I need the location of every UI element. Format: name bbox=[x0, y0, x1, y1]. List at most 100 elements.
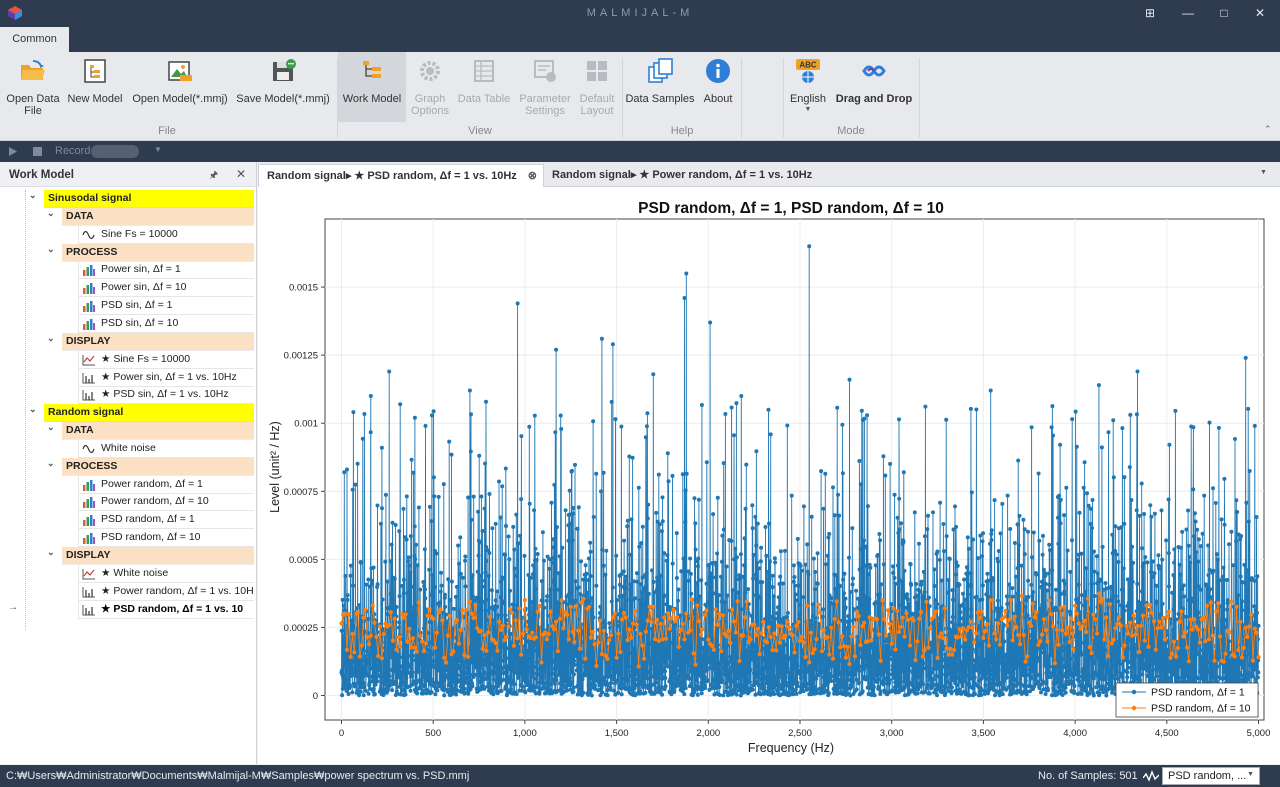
work-model-button[interactable]: Work Model bbox=[338, 52, 406, 122]
tree-category-node[interactable]: ⌄ DISPLAY bbox=[47, 333, 254, 351]
parameter-settings-button[interactable]: Parameter Settings bbox=[516, 52, 574, 122]
tree-leaf-item[interactable]: ★ Sine Fs = 10000 bbox=[78, 351, 254, 369]
doc-tab-psd[interactable]: Random signal▸ ★ PSD random, Δf = 1 vs. … bbox=[258, 164, 544, 187]
data-point-psd-df1 bbox=[532, 413, 537, 418]
collapse-chevron-icon[interactable]: ⌄ bbox=[47, 422, 55, 432]
collapse-chevron-icon[interactable]: ⌄ bbox=[47, 547, 55, 557]
data-point-psd-df1 bbox=[978, 533, 983, 538]
data-point-psd-df1 bbox=[753, 692, 758, 697]
data-point-psd-df1 bbox=[1120, 675, 1125, 680]
language-button[interactable]: ABC English ▼ bbox=[786, 52, 830, 122]
data-point-psd-df1 bbox=[950, 588, 955, 593]
tree-root-node[interactable]: ⌄ Sinusodal signal bbox=[29, 190, 254, 208]
data-point-psd-df1 bbox=[919, 579, 924, 584]
data-point-psd-df1 bbox=[445, 619, 450, 624]
work-model-label: Work Model bbox=[342, 93, 402, 105]
minimize-button[interactable]: — bbox=[1182, 6, 1194, 20]
data-point-psd-df1 bbox=[1099, 604, 1103, 609]
tree-leaf-item[interactable]: Power sin, Δf = 1 bbox=[78, 261, 254, 279]
open-model-button[interactable]: Open Model(*.mmj) bbox=[128, 52, 232, 122]
data-point-psd-df1 bbox=[764, 659, 769, 664]
play-icon[interactable] bbox=[8, 146, 18, 157]
data-point-psd-df1 bbox=[1094, 645, 1098, 650]
data-point-psd-df1 bbox=[617, 582, 622, 587]
chevron-down-icon[interactable]: ▼ bbox=[154, 145, 162, 154]
data-point-psd-df1 bbox=[742, 670, 747, 675]
tree-category-node[interactable]: ⌄ DISPLAY bbox=[47, 547, 254, 565]
data-point-psd-df1 bbox=[484, 559, 489, 563]
doc-tab-power[interactable]: Random signal▸ ★ Power random, Δf = 1 vs… bbox=[544, 164, 844, 187]
tree-leaf-item[interactable]: ★ White noise bbox=[78, 565, 254, 583]
data-point-psd-df1 bbox=[846, 677, 851, 682]
data-point-psd-df1 bbox=[683, 520, 688, 525]
tree-category-node[interactable]: ⌄ DATA bbox=[47, 208, 254, 226]
about-button[interactable]: About bbox=[698, 52, 738, 122]
record-toggle[interactable] bbox=[91, 145, 139, 158]
data-point-psd-df1 bbox=[366, 577, 371, 582]
tree-leaf-item[interactable]: PSD sin, Δf = 1 bbox=[78, 297, 254, 315]
data-point-psd-df1 bbox=[470, 573, 475, 578]
collapse-chevron-icon[interactable]: ⌄ bbox=[47, 208, 55, 218]
data-point-psd-df1 bbox=[992, 667, 997, 672]
data-point-psd-df1 bbox=[1057, 668, 1062, 673]
collapse-chevron-icon[interactable]: ⌄ bbox=[47, 244, 55, 254]
data-table-button[interactable]: Data Table bbox=[454, 52, 514, 122]
data-point-psd-df1 bbox=[1164, 538, 1169, 543]
collapse-chevron-icon[interactable]: ⌄ bbox=[29, 404, 37, 414]
data-point-psd-df1 bbox=[773, 655, 778, 660]
tree-leaf-item[interactable]: Power random, Δf = 10 bbox=[78, 493, 254, 511]
collapse-chevron-icon[interactable]: ⌄ bbox=[47, 458, 55, 468]
tree-leaf-item[interactable]: White noise bbox=[78, 440, 254, 458]
tree-category-node[interactable]: ⌄ PROCESS bbox=[47, 458, 254, 476]
restore-layout-icon[interactable]: ⊞ bbox=[1144, 6, 1156, 20]
tree-leaf-item[interactable]: ★ Power sin, Δf = 1 vs. 10Hz bbox=[78, 369, 254, 387]
tree-category-node[interactable]: ⌄ PROCESS bbox=[47, 244, 254, 262]
collapse-chevron-icon[interactable]: ⌄ bbox=[47, 333, 55, 343]
data-point-psd-df1 bbox=[781, 616, 786, 620]
close-button[interactable]: ✕ bbox=[1254, 6, 1266, 20]
data-point-psd-df1 bbox=[1132, 664, 1137, 669]
tab-list-chevron-icon[interactable]: ▼ bbox=[1260, 169, 1267, 176]
stop-icon[interactable] bbox=[33, 147, 42, 156]
psd-chart[interactable]: PSD random, Δf = 1, PSD random, Δf = 10 … bbox=[258, 187, 1280, 764]
tab-common[interactable]: Common bbox=[0, 27, 69, 52]
default-layout-button[interactable]: Default Layout bbox=[574, 52, 620, 122]
data-point-psd-df1 bbox=[1168, 617, 1173, 622]
data-point-psd-df1 bbox=[861, 667, 866, 672]
data-point-psd-df1 bbox=[392, 664, 397, 669]
new-model-button[interactable]: New Model bbox=[64, 52, 126, 122]
tree-root-node[interactable]: ⌄ Random signal bbox=[29, 404, 254, 422]
tree-leaf-item[interactable]: PSD random, Δf = 1 bbox=[78, 511, 254, 529]
close-tab-icon[interactable]: ⊗ bbox=[527, 170, 537, 182]
graph-options-button[interactable]: Graph Options bbox=[406, 52, 454, 122]
data-point-psd-df1 bbox=[482, 659, 487, 664]
tree-leaf-item[interactable]: PSD random, Δf = 10 bbox=[78, 529, 254, 547]
pin-icon[interactable]: 🖈 bbox=[209, 170, 219, 181]
maximize-button[interactable]: □ bbox=[1220, 6, 1228, 20]
data-point-psd-df1 bbox=[763, 525, 768, 529]
tree-leaf-item[interactable]: Power random, Δf = 1 bbox=[78, 476, 254, 494]
data-point-psd-df1 bbox=[1115, 670, 1120, 675]
collapse-ribbon-icon[interactable]: ⌃ bbox=[1264, 124, 1272, 134]
data-point-psd-df1 bbox=[759, 545, 764, 550]
data-point-psd-df1 bbox=[1041, 646, 1046, 651]
data-point-psd-df1 bbox=[1077, 674, 1082, 679]
tree-leaf-item[interactable]: ★ PSD random, Δf = 1 vs. 10 bbox=[78, 601, 254, 619]
tree-leaf-item[interactable]: PSD sin, Δf = 10 bbox=[78, 315, 254, 333]
data-point-psd-df1 bbox=[646, 591, 651, 596]
data-point-psd-df1 bbox=[1126, 665, 1131, 670]
data-point-psd-df1 bbox=[931, 632, 936, 636]
data-samples-button[interactable]: Data Samples bbox=[624, 52, 696, 122]
data-point-psd-df1 bbox=[772, 692, 777, 696]
open-data-file-button[interactable]: Open Data File bbox=[2, 52, 64, 122]
tree-leaf-item[interactable]: ★ PSD sin, Δf = 1 vs. 10Hz bbox=[78, 386, 254, 404]
tree-category-node[interactable]: ⌄ DATA bbox=[47, 422, 254, 440]
drag-and-drop-button[interactable]: Drag and Drop bbox=[832, 52, 916, 122]
data-point-psd-df1 bbox=[498, 515, 503, 520]
tree-leaf-item[interactable]: Sine Fs = 10000 bbox=[78, 226, 254, 244]
save-model-button[interactable]: ••• Save Model(*.mmj) bbox=[234, 52, 332, 122]
tree-leaf-item[interactable]: ★ Power random, Δf = 1 vs. 10H bbox=[78, 583, 254, 601]
tree-leaf-item[interactable]: Power sin, Δf = 10 bbox=[78, 279, 254, 297]
close-panel-icon[interactable]: ✕ bbox=[236, 167, 247, 181]
collapse-chevron-icon[interactable]: ⌄ bbox=[29, 190, 37, 200]
